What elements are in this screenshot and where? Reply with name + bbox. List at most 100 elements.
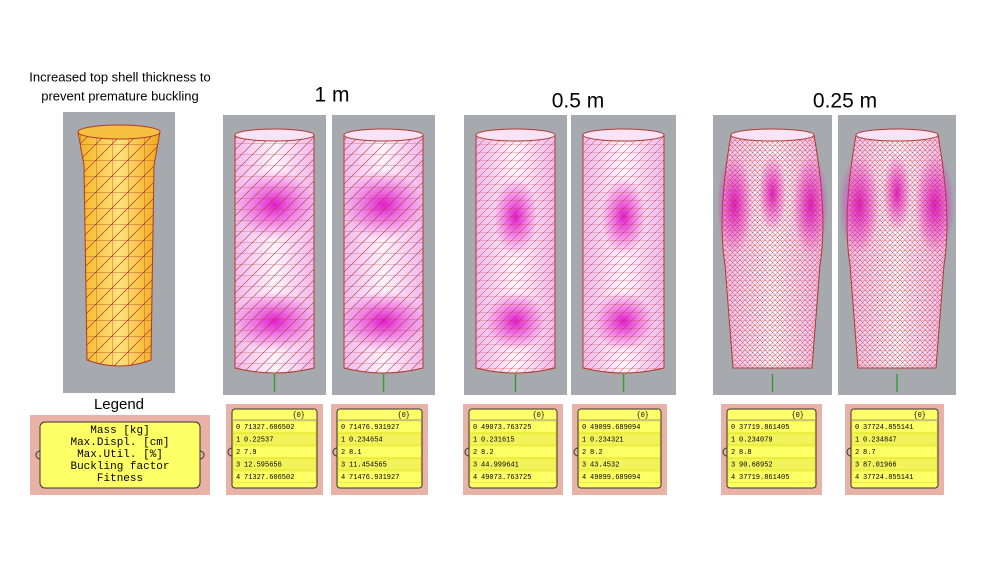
row-bg [337, 420, 422, 433]
panels: Mass [kg]Max.Displ. [cm]Max.Util. [%]Buc… [30, 404, 944, 495]
row-value: 71476.931927 [349, 474, 399, 482]
row-index: 0 [731, 424, 735, 432]
connector [464, 447, 470, 457]
row-bg [578, 445, 661, 458]
row-index: 3 [582, 461, 586, 469]
row-bg [337, 458, 422, 471]
legend-box [39, 421, 201, 489]
panel-header: {0} [636, 412, 649, 420]
mesh [722, 135, 823, 368]
connector [332, 447, 338, 457]
group-label: 0.5 m [552, 90, 605, 113]
row-index: 3 [731, 461, 735, 469]
legend-title: Legend [94, 396, 144, 413]
row-value: 37719.861405 [739, 474, 789, 482]
row-index: 2 [341, 449, 345, 457]
group-label: 1 m [314, 84, 349, 107]
row-bg [727, 445, 816, 458]
mesh [476, 135, 555, 373]
row-bg [232, 458, 317, 471]
row-bg [232, 420, 317, 433]
row-index: 1 [731, 436, 735, 444]
row-index: 4 [731, 474, 735, 482]
panel-header: {0} [913, 412, 926, 420]
row-index: 4 [236, 474, 240, 482]
row-value: 71476.931927 [349, 424, 399, 432]
row-bg [232, 433, 317, 446]
row-index: 2 [855, 449, 859, 457]
row-index: 2 [236, 449, 240, 457]
row-value: 37719.861405 [739, 424, 789, 432]
row-value: 87.01966 [863, 461, 897, 469]
panel-header: {0} [292, 412, 305, 420]
mesh [847, 135, 947, 368]
row-value: 11.454565 [349, 461, 387, 469]
row-index: 2 [731, 449, 735, 457]
legend-line: Max.Util. [%] [77, 449, 163, 461]
cylinder-renders [63, 112, 956, 395]
cylinder-top [77, 124, 161, 140]
row-bg [851, 433, 938, 446]
row-value: 49099.689094 [590, 424, 640, 432]
row-value: 71327.606502 [244, 474, 294, 482]
cylinder-top [475, 128, 556, 142]
row-index: 3 [236, 461, 240, 469]
legend-line: Fitness [97, 473, 143, 485]
row-bg [578, 470, 661, 483]
legend-line: Buckling factor [70, 461, 169, 473]
row-bg [337, 470, 422, 483]
row-value: 43.4532 [590, 461, 619, 469]
row-index: 4 [341, 474, 345, 482]
legend-line: Max.Displ. [cm] [70, 437, 169, 449]
row-value: 37724.855141 [863, 424, 913, 432]
row-value: 0.234847 [863, 436, 897, 444]
row-bg [469, 470, 557, 483]
row-index: 4 [855, 474, 859, 482]
row-bg [469, 420, 557, 433]
row-value: 8.7 [863, 449, 876, 457]
row-index: 2 [582, 449, 586, 457]
cylinder-top [730, 128, 815, 142]
row-value: 49073.763725 [481, 424, 531, 432]
connector [846, 447, 852, 457]
row-value: 8.1 [349, 449, 362, 457]
row-index: 0 [341, 424, 345, 432]
row-index: 0 [236, 424, 240, 432]
mesh [583, 135, 664, 373]
row-value: 49073.763725 [481, 474, 531, 482]
connector [573, 447, 579, 457]
row-index: 0 [473, 424, 477, 432]
row-bg [469, 433, 557, 446]
row-index: 3 [473, 461, 477, 469]
mesh [344, 135, 423, 373]
row-index: 4 [473, 474, 477, 482]
caption-line: Increased top shell thickness to [29, 69, 210, 84]
row-index: 1 [341, 436, 345, 444]
row-value: 90.68952 [739, 461, 773, 469]
row-value: 44.999641 [481, 461, 519, 469]
row-index: 2 [473, 449, 477, 457]
row-bg [469, 458, 557, 471]
mesh [235, 135, 314, 373]
cylinder-top [343, 128, 424, 142]
row-bg [727, 433, 816, 446]
row-index: 1 [855, 436, 859, 444]
row-index: 4 [582, 474, 586, 482]
row-value: 0.22537 [244, 436, 273, 444]
row-bg [727, 420, 816, 433]
row-value: 0.231615 [481, 436, 515, 444]
caption-line: prevent premature buckling [41, 88, 199, 103]
row-value: 12.595656 [244, 461, 282, 469]
mesh [78, 127, 160, 366]
connector [722, 447, 728, 457]
row-index: 0 [855, 424, 859, 432]
row-index: 1 [473, 436, 477, 444]
row-bg [727, 470, 816, 483]
row-value: 7.9 [244, 449, 257, 457]
row-bg [851, 445, 938, 458]
row-index: 0 [582, 424, 586, 432]
row-index: 1 [236, 436, 240, 444]
row-value: 8.2 [590, 449, 603, 457]
row-bg [851, 470, 938, 483]
